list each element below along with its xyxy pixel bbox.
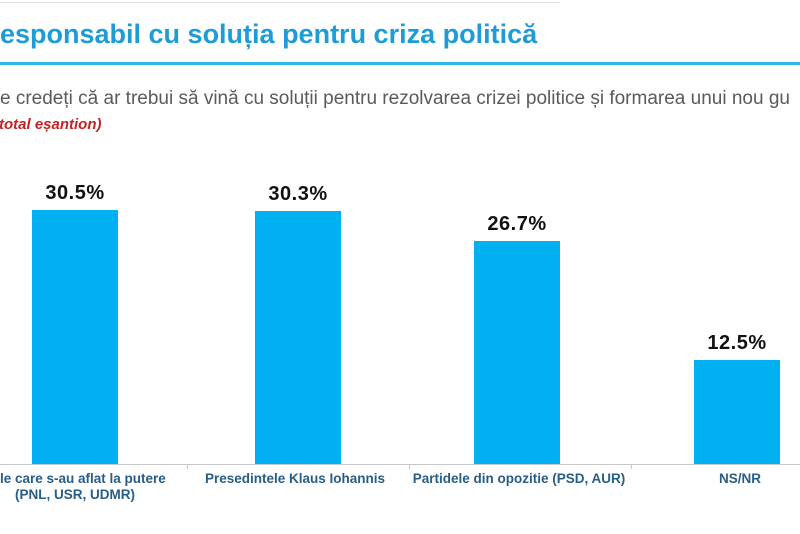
bar-value-label: 12.5%	[707, 332, 767, 354]
survey-question: e credeți că ar trebui să vină cu soluți…	[0, 88, 790, 109]
category-label-line: NS/NR	[718, 471, 761, 486]
axis-tick	[187, 464, 188, 469]
page-title: esponsabil cu soluția pentru criza polit…	[0, 19, 538, 49]
category-label: NS/NR	[610, 471, 800, 487]
bar-value-label: 30.5%	[45, 182, 105, 204]
category-label-line: Presedintele Klaus Iohannis	[204, 471, 386, 486]
x-axis-line	[0, 464, 800, 465]
bar	[694, 360, 780, 464]
axis-tick	[631, 464, 632, 469]
category-label-line: dele care s-au aflat la putere	[0, 471, 166, 486]
bar-value-label: 30.3%	[268, 183, 328, 205]
category-label: dele care s-au aflat la putere (PNL, USR,…	[0, 471, 205, 503]
category-label: Presedintele Klaus Iohannis	[165, 471, 425, 487]
title-underline	[0, 62, 800, 65]
sample-note: total eșantion)	[0, 116, 102, 133]
top-edge-line	[0, 2, 560, 3]
bar	[32, 210, 118, 464]
category-label-line: (PNL, USR, UDMR)	[15, 487, 135, 502]
bar	[255, 211, 341, 464]
bar	[474, 241, 560, 464]
category-label: Partidele din opozitie (PSD, AUR)	[389, 471, 649, 487]
axis-tick	[409, 464, 410, 469]
category-label-line: Partidele din opozitie (PSD, AUR)	[412, 471, 626, 486]
bar-value-label: 26.7%	[487, 213, 547, 235]
